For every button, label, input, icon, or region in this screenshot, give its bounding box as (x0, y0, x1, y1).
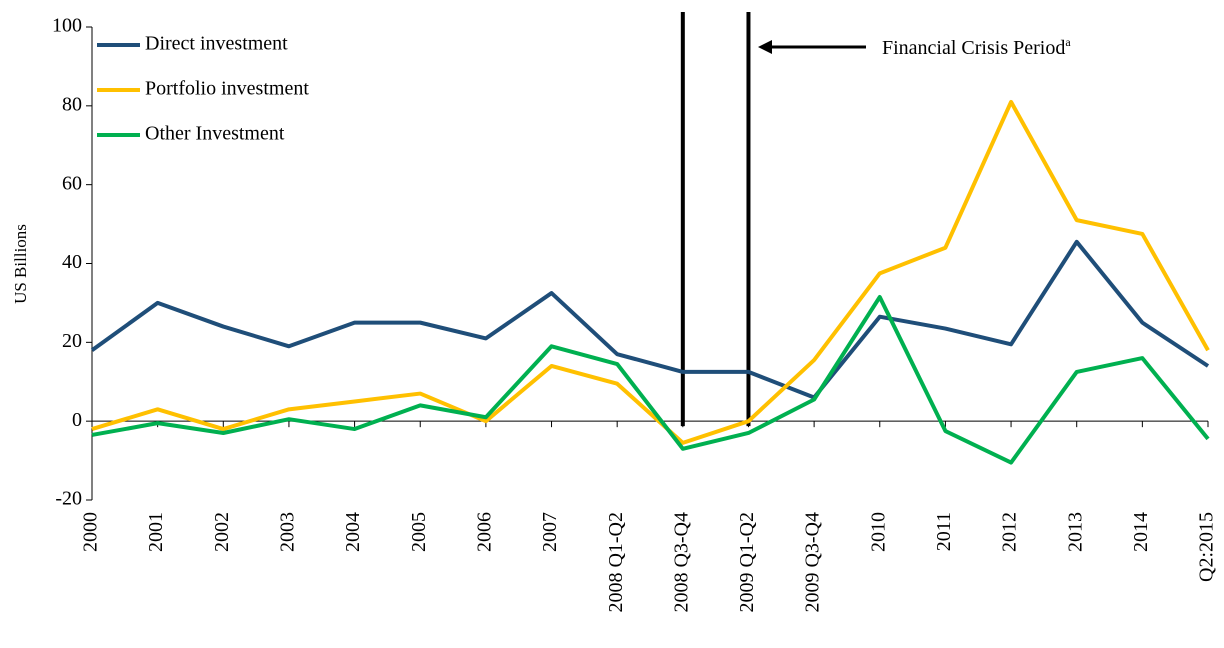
y-tick-label: 40 (62, 251, 82, 273)
x-tick-label: 2002 (211, 512, 233, 552)
y-axis-label: US Billions (11, 224, 30, 304)
annotation-text: Financial Crisis Period (882, 37, 1065, 59)
legend-label: Portfolio investment (145, 78, 309, 100)
x-tick-label: 2000 (80, 512, 102, 552)
legend-label: Other Investment (145, 123, 285, 145)
annotation: Financial Crisis Perioda (882, 35, 1071, 59)
x-tick-label: 2006 (473, 512, 495, 552)
x-tick-label: 2003 (277, 512, 299, 552)
y-tick-label: 80 (62, 93, 82, 115)
x-tick-label: 2007 (539, 512, 561, 552)
y-tick-label: 0 (72, 409, 82, 431)
x-tick-label: 2008 Q3-Q4 (670, 512, 692, 613)
x-tick-label: 2014 (1130, 512, 1152, 552)
series-line (91, 99, 1210, 445)
x-tick-label: 2009 Q1-Q2 (736, 512, 758, 613)
y-tick-label: 60 (62, 172, 82, 194)
y-tick-label: 20 (62, 330, 82, 352)
x-tick-label: 2009 Q3-Q4 (802, 512, 824, 613)
x-tick-label: 2001 (145, 512, 167, 552)
legend-label: Direct investment (145, 33, 288, 55)
series-line (90, 239, 1210, 400)
series-line (91, 295, 1210, 465)
y-tick-label: -20 (55, 488, 82, 510)
x-tick-label: 2013 (1064, 512, 1086, 552)
x-tick-label: 2008 Q1-Q2 (605, 512, 627, 613)
x-tick-label: 2011 (933, 512, 955, 551)
x-tick-label: 2004 (342, 512, 364, 552)
y-tick-label: 100 (52, 15, 82, 37)
x-tick-label: 2005 (408, 512, 430, 552)
x-tick-label: 2012 (999, 512, 1021, 552)
annotation-superscript: a (1065, 35, 1071, 49)
x-tick-label: Q2:2015 (1196, 512, 1218, 582)
annotation-arrowhead (758, 40, 772, 54)
x-tick-label: 2010 (867, 512, 889, 552)
